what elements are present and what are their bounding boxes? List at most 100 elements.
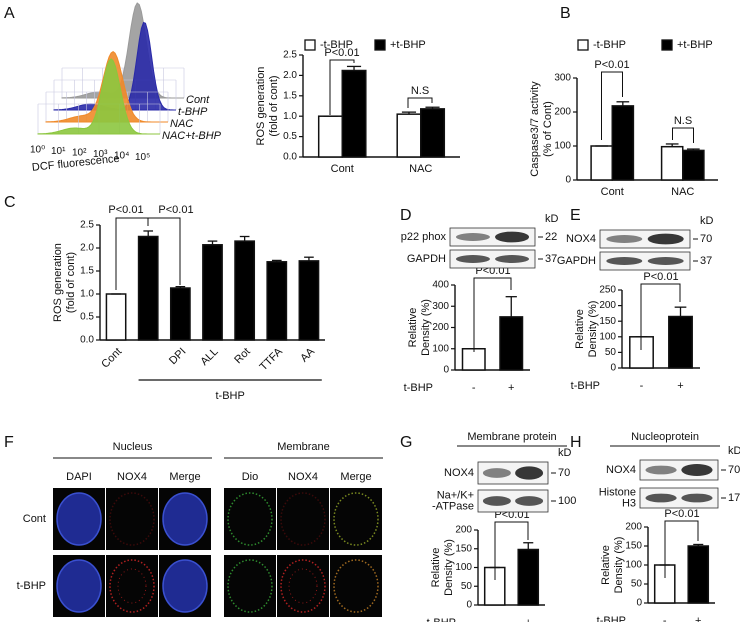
y-tick-label: 150 <box>625 541 642 552</box>
significance-bracket <box>640 283 681 350</box>
flow-sample-label: t-BHP <box>178 106 208 118</box>
kd-unit: kD <box>700 215 714 227</box>
y-tick-label: 50 <box>461 581 473 592</box>
kd-label: 70 <box>700 233 712 245</box>
blot-label: GAPDH <box>557 255 596 267</box>
y-tick-label: 100 <box>625 560 642 571</box>
significance-bracket <box>494 521 529 580</box>
annotation: P<0.01 <box>643 271 678 283</box>
annotation: P<0.01 <box>324 47 359 59</box>
x-tick-label: + <box>677 380 683 392</box>
cell <box>109 559 155 613</box>
x-tick-label: + <box>525 617 531 622</box>
blot-signal <box>455 255 490 263</box>
kd-label: 37 <box>545 253 557 265</box>
micrograph <box>224 488 276 550</box>
y-axis-label: Relative <box>430 548 442 588</box>
y-tick-label: 0.0 <box>283 152 297 163</box>
bar <box>499 316 524 371</box>
micrograph <box>224 555 276 617</box>
flow-tick-label: 10¹ <box>51 146 66 157</box>
panel-letter: B <box>560 5 571 22</box>
x-tick-label: TTFA <box>257 345 285 373</box>
x-tick-label: + <box>695 615 701 622</box>
flow-tick-label: 10⁴ <box>114 151 129 162</box>
blot-signal <box>515 496 544 506</box>
significance-bracket <box>147 217 181 285</box>
legend-label: -t-BHP <box>320 39 353 51</box>
blot-label: NOX4 <box>606 464 636 476</box>
channel-label: NOX4 <box>288 471 318 483</box>
x-axis-label: t-BHP <box>597 615 626 622</box>
cell <box>227 492 273 546</box>
bar <box>420 108 446 158</box>
y-axis-label: (fold of cont) <box>268 75 280 136</box>
blot-label: GAPDH <box>407 253 446 265</box>
y-tick-label: 1.0 <box>80 289 94 300</box>
y-tick-label: 300 <box>432 301 449 312</box>
blot-signal <box>482 496 511 506</box>
bar <box>687 545 710 604</box>
blot-signal <box>495 255 530 263</box>
y-tick-label: 400 <box>432 280 449 291</box>
y-tick-label: 0 <box>636 598 642 609</box>
x-tick-label: Cont <box>331 163 354 175</box>
blot-label: H3 <box>622 497 636 509</box>
blot-label: p22 phox <box>401 231 447 243</box>
annotation: P<0.01 <box>108 204 143 216</box>
row-label: t-BHP <box>17 580 46 592</box>
micrograph <box>330 488 382 550</box>
annotation: N.S <box>411 85 429 97</box>
kd-unit: kD <box>545 213 559 225</box>
y-tick-label: 2.5 <box>283 50 297 61</box>
x-tick-label: - <box>493 617 497 622</box>
channel-label: NOX4 <box>117 471 147 483</box>
y-tick-label: 200 <box>432 322 449 333</box>
y-tick-label: 2.0 <box>80 243 94 254</box>
legend-swatch <box>304 39 316 51</box>
y-axis-label: Density (%) <box>443 539 455 596</box>
y-tick-label: 100 <box>455 562 472 573</box>
y-tick-label: 0.5 <box>283 131 297 142</box>
y-tick-label: 1.5 <box>283 90 297 101</box>
micrograph <box>277 488 329 550</box>
significance-bracket <box>329 59 355 115</box>
y-tick-label: 1.5 <box>80 266 94 277</box>
y-tick-label: 0.5 <box>80 312 94 323</box>
kd-label: 37 <box>700 255 712 267</box>
y-tick-label: 150 <box>455 543 472 554</box>
y-tick-label: 200 <box>625 522 642 533</box>
bar <box>202 244 223 341</box>
y-tick-label: 100 <box>599 331 616 342</box>
y-tick-label: 200 <box>455 525 472 536</box>
x-tick-label: + <box>508 382 514 394</box>
flow-tick-label: 10³ <box>93 149 108 160</box>
kd-unit: kD <box>728 445 740 457</box>
group-title: Nucleus <box>113 441 153 453</box>
x-tick-label: Rot <box>232 346 253 367</box>
x-tick-label: AA <box>298 345 317 364</box>
blot-signal <box>606 257 643 265</box>
bar <box>660 145 684 181</box>
group-label: t-BHP <box>216 390 245 402</box>
legend-swatch <box>374 39 386 51</box>
cell <box>56 492 102 546</box>
y-tick-label: 50 <box>605 347 617 358</box>
panel-letter: A <box>4 5 15 22</box>
y-tick-label: 200 <box>554 107 571 118</box>
y-tick-label: 2.0 <box>283 70 297 81</box>
row-label: Cont <box>23 513 46 525</box>
legend-swatch <box>577 39 589 51</box>
y-axis-label: Relative <box>600 545 612 585</box>
cell <box>162 559 208 613</box>
cell <box>109 492 155 546</box>
cell <box>333 492 379 546</box>
kd-unit: kD <box>558 447 572 459</box>
significance-bracket <box>601 71 623 140</box>
micrograph <box>277 555 329 617</box>
blot-signal <box>515 466 544 480</box>
blot-band <box>477 489 549 513</box>
y-axis-label: Density (%) <box>587 301 599 358</box>
blot-signal <box>645 493 677 503</box>
